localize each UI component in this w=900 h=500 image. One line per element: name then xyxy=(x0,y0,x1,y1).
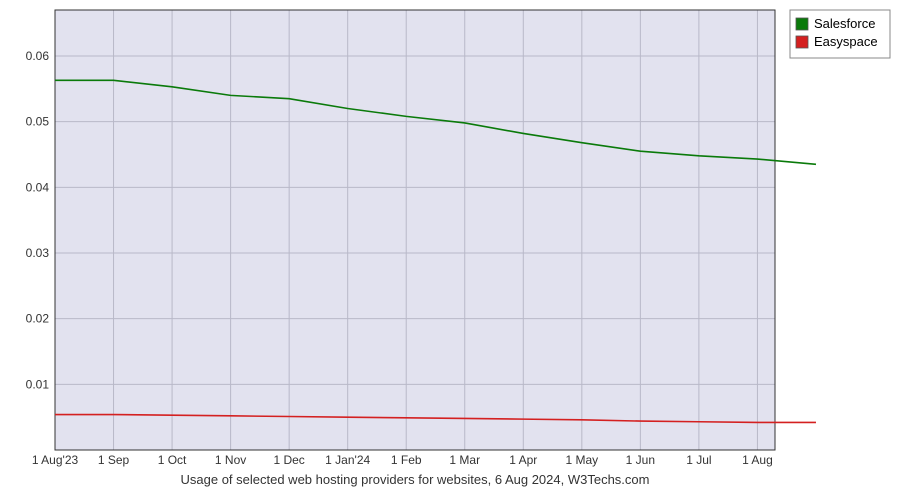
chart-container: 1 Aug'23 1 Sep 1 Oct 1 Nov 1 Dec 1 Jan'24 1 Fe… xyxy=(0,0,900,500)
x-tick-label: 1 Feb xyxy=(391,453,422,467)
x-tick-label: 1 Mar xyxy=(449,453,480,467)
x-tick-label: 1 Sep xyxy=(98,453,130,467)
y-tick-label: 0.01 xyxy=(26,377,50,391)
chart-caption: Usage of selected web hosting providers … xyxy=(181,472,650,487)
line-chart: 1 Aug'23 1 Sep 1 Oct 1 Nov 1 Dec 1 Jan'24 1 Fe… xyxy=(0,0,900,500)
y-tick-label: 0.04 xyxy=(26,180,50,194)
x-tick-label: 1 Nov xyxy=(215,453,246,467)
y-tick-label: 0.02 xyxy=(26,312,50,326)
x-tick-label: 1 May xyxy=(565,453,598,467)
x-tick-label: 1 Dec xyxy=(273,453,304,467)
x-tick-label: 1 Oct xyxy=(158,453,187,467)
legend-label: Salesforce xyxy=(814,16,875,31)
x-tick-label: 1 Jun xyxy=(626,453,655,467)
y-tick-label: 0.05 xyxy=(26,115,50,129)
y-tick-label: 0.03 xyxy=(26,246,50,260)
x-tick-label: 1 Apr xyxy=(509,453,537,467)
x-tick-label: 1 Jan'24 xyxy=(325,453,370,467)
legend-swatch xyxy=(796,36,808,48)
y-tick-label: 0.06 xyxy=(26,49,50,63)
legend-swatch xyxy=(796,18,808,30)
x-tick-label: 1 Aug xyxy=(742,453,773,467)
x-tick-label: 1 Aug'23 xyxy=(32,453,79,467)
x-tick-label: 1 Jul xyxy=(686,453,711,467)
legend-label: Easyspace xyxy=(814,34,878,49)
